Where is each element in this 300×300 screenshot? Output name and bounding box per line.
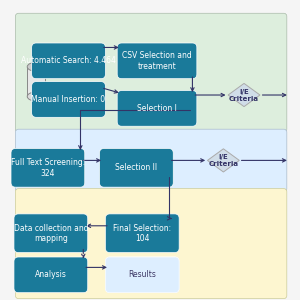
Text: Analysis: Analysis [35,270,67,279]
Text: Automatic Search: 4.464: Automatic Search: 4.464 [21,56,116,65]
FancyBboxPatch shape [105,214,179,253]
Text: Data collection and
mapping: Data collection and mapping [14,224,88,243]
FancyBboxPatch shape [15,129,287,192]
Text: CSV Selection and
treatment: CSV Selection and treatment [122,51,192,70]
FancyBboxPatch shape [117,43,197,79]
FancyBboxPatch shape [32,82,105,117]
FancyBboxPatch shape [14,214,88,253]
FancyBboxPatch shape [27,67,45,97]
Text: Results: Results [128,270,156,279]
Ellipse shape [27,92,45,101]
Polygon shape [228,83,260,106]
FancyBboxPatch shape [32,43,105,79]
Text: Final Selection:
104: Final Selection: 104 [113,224,171,243]
FancyBboxPatch shape [15,189,287,298]
Text: Results: Results [128,270,156,279]
FancyBboxPatch shape [15,13,287,132]
Text: Full Text Screening:
324: Full Text Screening: 324 [11,158,85,178]
FancyBboxPatch shape [100,148,173,187]
Text: I/E
Criteria: I/E Criteria [229,88,259,101]
FancyBboxPatch shape [105,257,179,293]
Text: Manual Insertion: 0: Manual Insertion: 0 [32,95,106,104]
Text: I/E
Criteria: I/E Criteria [208,154,238,167]
FancyBboxPatch shape [14,257,88,293]
Ellipse shape [27,62,45,71]
FancyBboxPatch shape [105,257,179,293]
Text: Selection I: Selection I [137,104,177,113]
FancyBboxPatch shape [11,148,85,187]
FancyBboxPatch shape [117,91,197,126]
Polygon shape [208,149,239,172]
Text: Selection II: Selection II [115,163,158,172]
